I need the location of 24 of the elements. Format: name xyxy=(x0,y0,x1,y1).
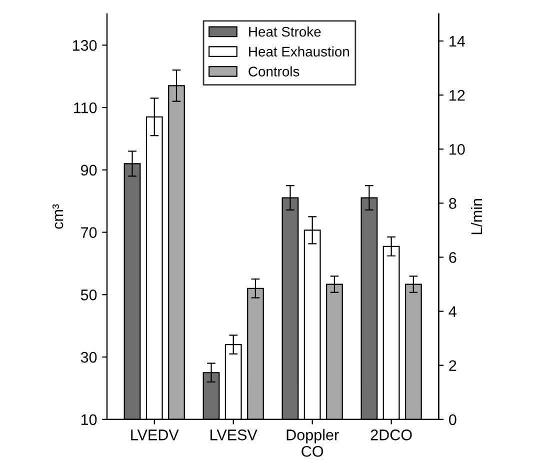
y-tick-label: 50 xyxy=(80,290,97,300)
legend-label: Controls xyxy=(248,66,300,76)
x-tick-label: Doppler CO xyxy=(286,429,339,457)
y-tick-label: 10 xyxy=(81,414,97,426)
y2-tick-label: 0 xyxy=(449,414,456,426)
y-tick-label: 90 xyxy=(81,164,97,176)
y-tick-label: 110 xyxy=(74,102,97,114)
y2-axis-title: L/min xyxy=(470,199,482,234)
x-tick-label: LVEDV xyxy=(131,430,179,440)
y2-tick-label: 6 xyxy=(449,252,456,263)
legend-label: Heat Exhaustion xyxy=(249,46,349,57)
y2-tick-label: 2 xyxy=(449,360,456,371)
y-tick-label: 70 xyxy=(81,227,97,238)
y-tick-label: 130 xyxy=(72,40,97,51)
y2-tick-label: 4 xyxy=(448,306,456,317)
legend-label: Heat Stroke xyxy=(249,26,321,37)
x-tick-label: 2DCO xyxy=(370,430,412,440)
y2-tick-label: 10 xyxy=(450,144,465,155)
y2-tick-label: 12 xyxy=(450,90,465,101)
x-tick-label: LVESV xyxy=(210,430,258,440)
y2-tick-label: 14 xyxy=(450,36,465,47)
y2-tick-label: 8 xyxy=(449,198,456,209)
y-tick-label: 30 xyxy=(80,352,97,363)
y-axis-title: cm³ xyxy=(52,204,64,229)
